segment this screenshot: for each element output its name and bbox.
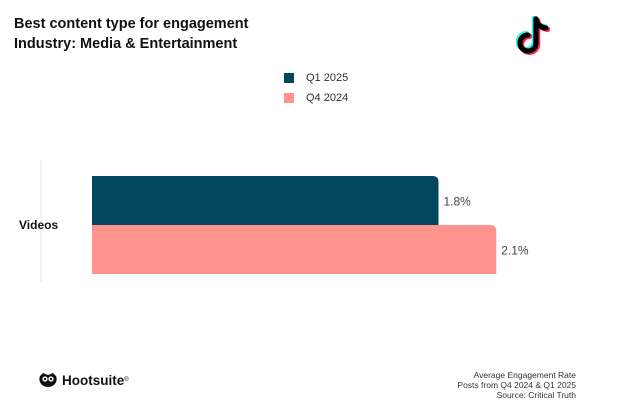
legend-swatch-q4-2024: [284, 93, 294, 103]
owl-icon: [39, 373, 57, 387]
brand-registered-mark: ®: [124, 377, 129, 383]
bar-q1-2025: [92, 176, 439, 225]
footer-note-source: Source: Critical Truth: [496, 390, 576, 400]
legend-item-q4-2024: Q4 2024: [284, 88, 348, 108]
brand-name: Hootsuite: [62, 372, 125, 388]
hootsuite-logo: Hootsuite ®: [38, 372, 129, 388]
data-label-q1-2025: 1.8%: [444, 195, 472, 209]
legend-swatch-q1-2025: [284, 73, 294, 83]
footer-note-metric: Average Engagement Rate: [473, 370, 576, 380]
footer-notes: Average Engagement Rate Posts from Q4 20…: [457, 370, 576, 400]
data-label-q4-2024: 2.1%: [501, 244, 529, 258]
legend-label-q1-2025: Q1 2025: [306, 72, 349, 84]
tiktok-icon: [515, 16, 550, 55]
chart-subtitle: Industry: Media & Entertainment: [14, 36, 238, 52]
footer-note-period: Posts from Q4 2024 & Q1 2025: [457, 380, 576, 390]
legend-label-q4-2024: Q4 2024: [306, 92, 349, 104]
chart-title: Best content type for engagement: [14, 16, 249, 32]
bar-q4-2024: [92, 225, 497, 274]
category-label: Videos: [19, 218, 58, 232]
legend: Q1 2025 Q4 2024: [284, 68, 348, 108]
legend-item-q1-2025: Q1 2025: [284, 68, 348, 88]
